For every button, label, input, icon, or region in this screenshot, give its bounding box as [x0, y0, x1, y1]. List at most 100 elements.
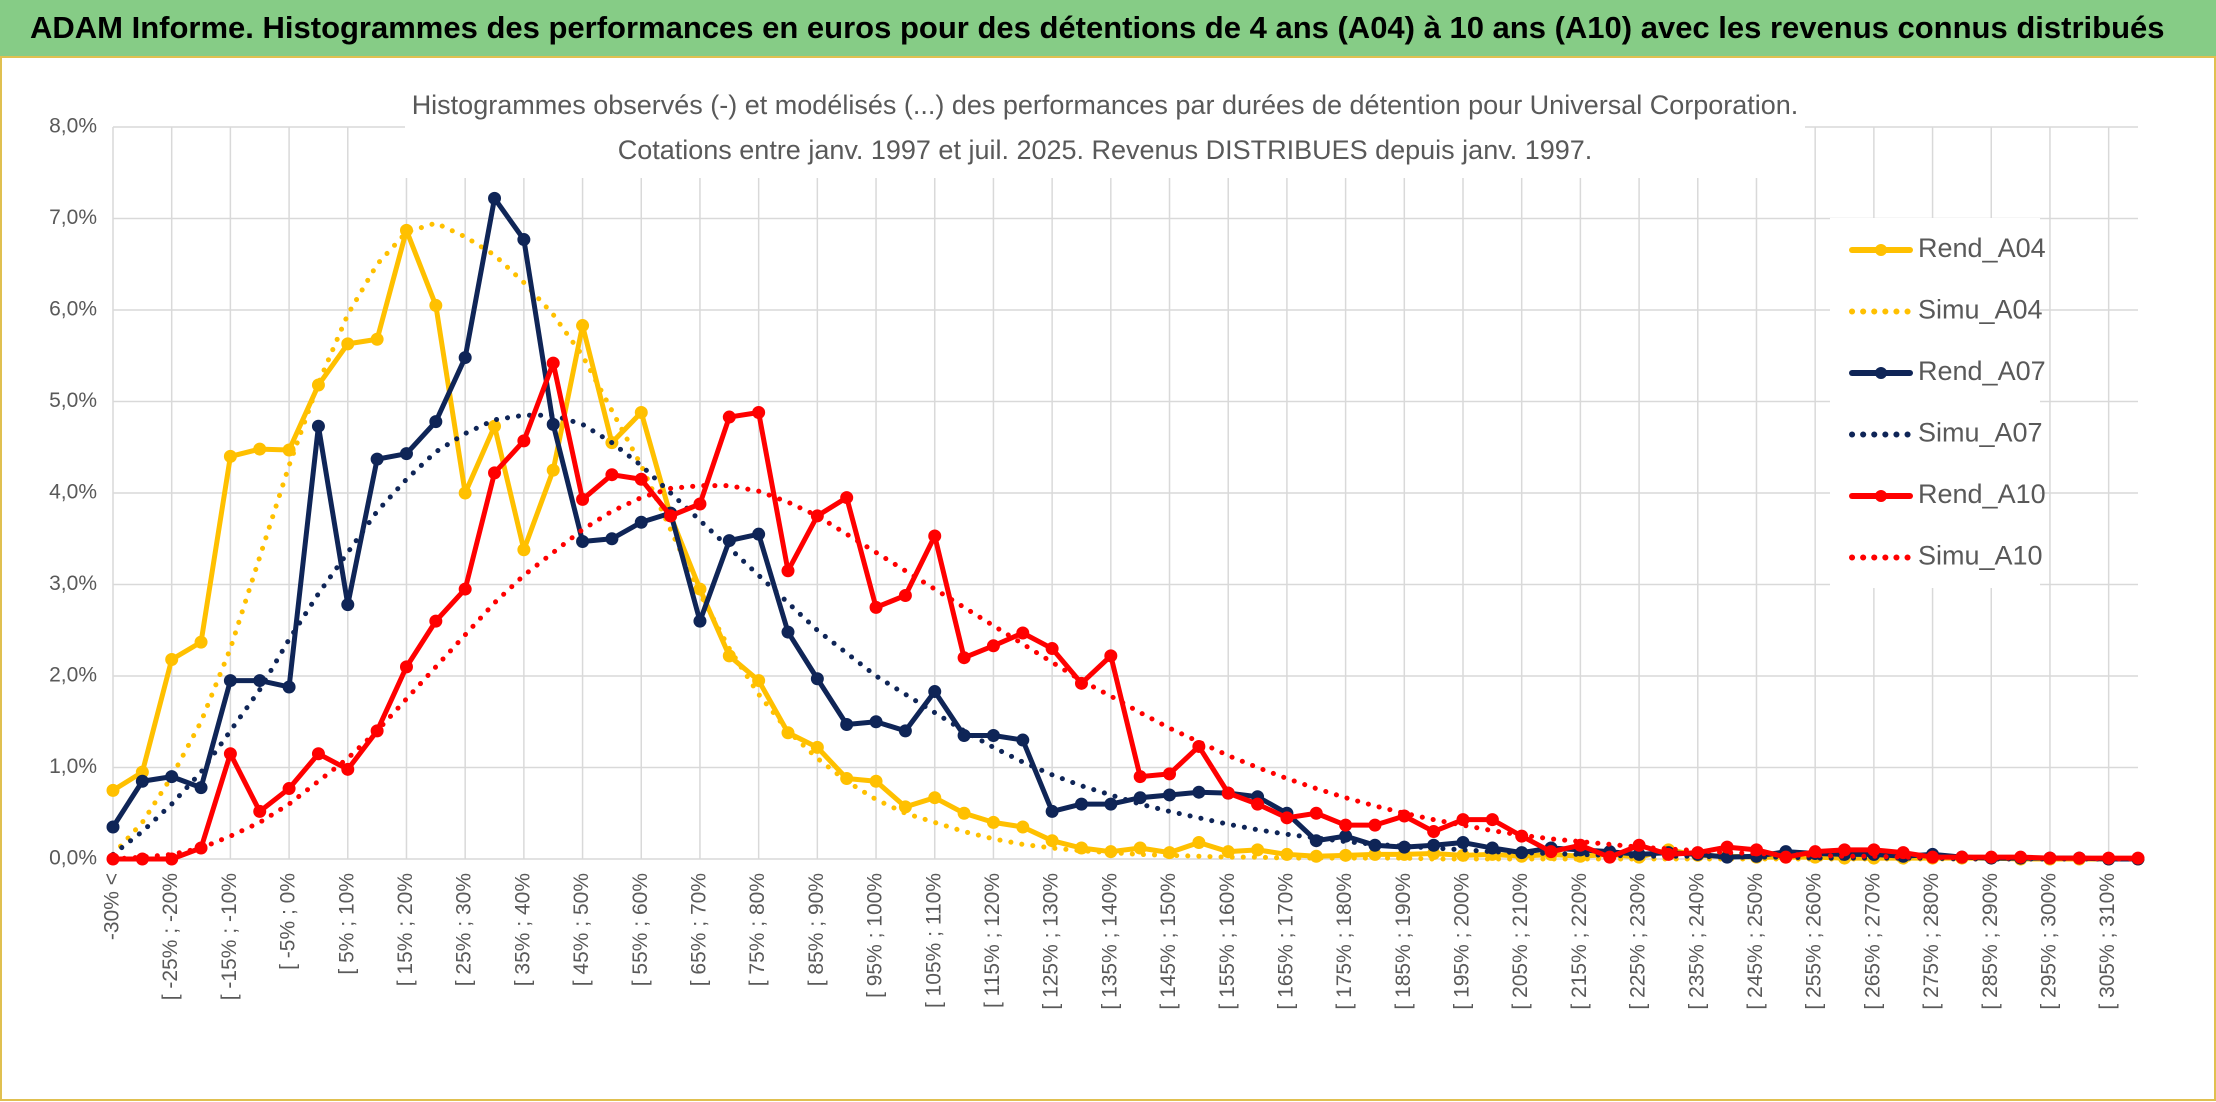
data-point — [1339, 818, 1353, 832]
data-point — [928, 529, 942, 543]
y-tick-label: 8,0% — [49, 115, 97, 138]
frame — [0, 56, 2216, 1101]
data-point — [1720, 840, 1734, 854]
data-point — [986, 728, 1000, 742]
y-tick-label: 4,0% — [49, 481, 97, 504]
legend-label: Rend_A07 — [1918, 356, 2046, 386]
data-point — [1896, 846, 1910, 860]
data-point — [341, 337, 355, 351]
x-tick-label: [ 215% ; 220% — [1568, 873, 1591, 1010]
data-point — [1045, 804, 1059, 818]
data-point — [165, 653, 179, 667]
legend-label: Rend_A10 — [1918, 479, 2046, 509]
data-point — [429, 614, 443, 628]
data-point — [1368, 818, 1382, 832]
plot: 0,0% 1,0% 2,0% 3,0% 4,0% 5,0% 6,0% 7,0% 8,0% -30%… — [49, 115, 2145, 1010]
data-point — [282, 782, 296, 796]
data-point — [752, 674, 766, 688]
data-point — [341, 762, 355, 776]
x-tick-label: [ -15% ; -10% — [218, 873, 241, 1000]
x-tick-label: [ 115% ; 120% — [981, 873, 1004, 1008]
data-point — [1779, 850, 1793, 864]
x-tick-label: [ 65% ; 70% — [688, 873, 711, 986]
data-point — [634, 405, 648, 419]
data-point — [546, 417, 560, 431]
y-tick-label: 0,0% — [49, 847, 97, 870]
data-point — [488, 466, 502, 480]
chart-title: Histogrammes observés (-) et modélisés (… — [412, 90, 1799, 120]
legend-marker — [1875, 367, 1887, 379]
data-point — [1309, 806, 1323, 820]
data-point — [1104, 797, 1118, 811]
x-tick-label: [ 125% ; 130% — [1040, 873, 1063, 1010]
x-tick-label: [ 55% ; 60% — [629, 873, 652, 986]
data-point — [1192, 785, 1206, 799]
data-point — [106, 820, 120, 834]
title-backdrop — [405, 84, 1805, 178]
x-tick-label: [ 275% ; 280% — [1920, 873, 1943, 1010]
data-point — [1603, 850, 1617, 864]
data-point — [194, 635, 208, 649]
data-point — [576, 319, 590, 333]
x-tick-label: [ -25% ; -20% — [159, 873, 182, 1000]
data-point — [752, 405, 766, 419]
data-point — [370, 332, 384, 346]
data-point — [1016, 733, 1030, 747]
data-point — [1045, 642, 1059, 656]
data-point — [370, 452, 384, 466]
data-point — [458, 351, 472, 365]
series-line — [110, 483, 2141, 862]
x-tick-label: [ 45% ; 50% — [570, 873, 593, 986]
data-point — [781, 625, 795, 639]
data-point — [1427, 825, 1441, 839]
data-point — [1251, 843, 1265, 857]
x-tick-label: [ 235% ; 240% — [1685, 873, 1708, 1010]
x-tick-label: [ 185% ; 190% — [1392, 873, 1415, 1010]
data-point — [810, 672, 824, 686]
data-point — [488, 419, 502, 433]
x-tick-label: [ 285% ; 290% — [1979, 873, 2002, 1010]
y-tick-label: 5,0% — [49, 389, 97, 412]
data-point — [1045, 834, 1059, 848]
data-point — [253, 442, 267, 456]
data-point — [1163, 767, 1177, 781]
data-point — [869, 600, 883, 614]
data-point — [840, 491, 854, 505]
legend-label: Simu_A10 — [1918, 541, 2043, 571]
legend-box — [1830, 218, 2040, 588]
data-point — [781, 564, 795, 578]
series-line — [110, 412, 2141, 862]
data-point — [898, 724, 912, 738]
data-point — [1251, 797, 1265, 811]
data-point — [869, 774, 883, 788]
y-tick-label: 1,0% — [49, 755, 97, 778]
x-tick-label: [ 205% ; 210% — [1509, 873, 1532, 1010]
data-point — [1456, 836, 1470, 850]
series-line — [110, 227, 2141, 862]
data-point — [1133, 770, 1147, 784]
legend-marker — [1875, 490, 1887, 502]
data-point — [869, 715, 883, 729]
x-tick-label: [ 145% ; 150% — [1157, 873, 1180, 1010]
x-tick-label: [ 25% ; 30% — [453, 873, 476, 986]
x-tick-label: [ 165% ; 170% — [1274, 873, 1297, 1010]
data-point — [1661, 847, 1675, 861]
data-point — [1104, 649, 1118, 663]
data-point — [1485, 813, 1499, 827]
data-point — [898, 588, 912, 602]
data-point — [928, 685, 942, 699]
data-point — [517, 434, 531, 448]
data-point — [546, 463, 560, 477]
data-point — [928, 791, 942, 805]
y-tick-label: 7,0% — [49, 206, 97, 229]
x-tick-label: [ 195% ; 200% — [1451, 873, 1474, 1010]
x-tick-label: [ 305% ; 310% — [2096, 873, 2119, 1010]
data-point — [1221, 845, 1235, 859]
data-point — [1192, 836, 1206, 850]
x-tick-label: [ 155% ; 160% — [1216, 873, 1239, 1010]
data-point — [1163, 788, 1177, 802]
chart-subtitle: Cotations entre janv. 1997 et juil. 2025… — [618, 135, 1593, 165]
y-tick-label: 6,0% — [49, 298, 97, 321]
x-tick-label: [ 105% ; 110% — [922, 873, 945, 1008]
data-point — [693, 497, 707, 511]
